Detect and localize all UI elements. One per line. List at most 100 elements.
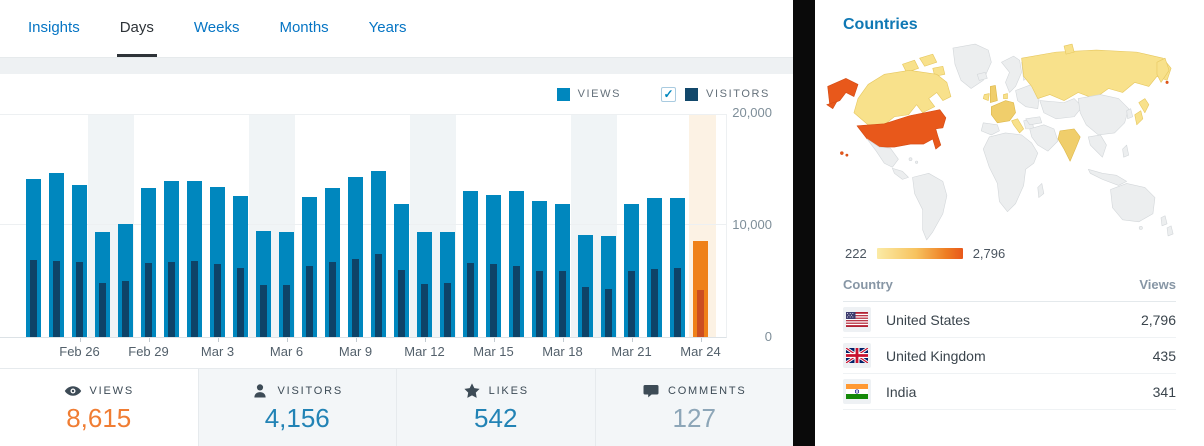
chart-plot: 0 10,000 20,000: [0, 105, 772, 344]
views-bar-mar-7[interactable]: [302, 197, 317, 337]
visitors-bar: [53, 261, 60, 337]
visitors-bar: [444, 283, 451, 337]
views-bar-mar-1[interactable]: [164, 181, 179, 337]
legend-views: VIEWS: [556, 87, 622, 101]
views-bar-feb-27[interactable]: [95, 232, 110, 337]
visitors-bar: [191, 261, 198, 337]
visitors-bar: [605, 289, 612, 337]
tab-days[interactable]: Days: [116, 0, 157, 57]
views-bar-mar-10[interactable]: [371, 171, 386, 337]
world-map[interactable]: [815, 36, 1204, 242]
visitors-swatch: [685, 87, 699, 101]
views-bar-mar-22[interactable]: [647, 198, 662, 337]
stats-panel: Insights Days Weeks Months Years VIEWS ✓…: [0, 0, 793, 446]
views-bar-feb-25[interactable]: [49, 173, 64, 337]
views-bar-mar-6[interactable]: [279, 232, 294, 337]
x-axis-label: Mar 3: [200, 344, 235, 359]
views-bar-mar-12[interactable]: [417, 232, 432, 337]
tab-weeks[interactable]: Weeks: [193, 18, 240, 36]
views-bar-mar-8[interactable]: [325, 188, 340, 337]
comments-value: 127: [672, 402, 716, 433]
visitors-bar: [490, 264, 497, 337]
y-axis-label: 20,000: [732, 105, 772, 120]
views-bar-feb-26[interactable]: [72, 185, 87, 337]
x-axis-label: Mar 6: [269, 344, 304, 359]
country-name: India: [886, 383, 917, 400]
chart-card: VIEWS ✓ VISITORS 0 10,000 20,000 Feb 26 Feb…: [0, 74, 793, 368]
views-bar-mar-18[interactable]: [555, 204, 570, 337]
views-bar-mar-3[interactable]: [210, 187, 225, 337]
map-legend-max: 2,796: [972, 246, 1006, 261]
summary-card-views[interactable]: VIEWS 8,615: [0, 369, 198, 446]
summary-card-visitors[interactable]: VISITORS 4,156: [197, 369, 396, 446]
chart-xlabels: Feb 26 Feb 29 Mar 3 Mar 6 Mar 9 Mar 12 Mar 15 M…: [0, 338, 793, 368]
map-legend: 222 2,796: [815, 242, 1204, 261]
y-axis-label: 10,000: [732, 217, 772, 232]
table-header: Country Views: [843, 271, 1176, 302]
views-bar-mar-19[interactable]: [578, 235, 593, 337]
eye-icon: [64, 385, 81, 396]
country-row-india[interactable]: India 341: [843, 374, 1176, 410]
visitors-bar: [30, 260, 37, 337]
person-icon: [254, 383, 267, 397]
country-views: 341: [1152, 383, 1176, 400]
visitors-bar: [214, 264, 221, 337]
views-bar-mar-5[interactable]: [256, 231, 271, 337]
views-bar-mar-4[interactable]: [233, 196, 248, 337]
summary-card-comments[interactable]: COMMENTS 127: [594, 369, 793, 446]
x-axis-label: Mar 24: [680, 344, 721, 359]
views-bar-mar-15[interactable]: [486, 195, 501, 337]
x-axis-tick: [631, 338, 633, 342]
x-axis-label: Feb 26: [59, 344, 100, 359]
summary-card-likes[interactable]: LIKES 542: [396, 369, 595, 446]
views-bar-mar-14[interactable]: [463, 191, 478, 337]
header-views: Views: [1139, 277, 1176, 292]
visitors-bar: [398, 270, 405, 337]
comment-icon: [643, 384, 659, 397]
legend-views-label: VIEWS: [577, 88, 622, 100]
x-axis-tick: [148, 338, 150, 342]
visitors-bar: [582, 287, 589, 337]
tab-years[interactable]: Years: [368, 18, 407, 36]
x-axis-tick: [424, 338, 426, 342]
views-bar-mar-20[interactable]: [601, 236, 616, 337]
visitors-bar: [76, 262, 83, 337]
legend-visitors-toggle[interactable]: ✓ VISITORS: [661, 86, 770, 102]
x-axis-tick: [562, 338, 564, 342]
visitors-bar: [375, 254, 382, 337]
summary-cards: VIEWS 8,615 VISITORS 4,156 LIKES 542 COM…: [0, 368, 793, 446]
y-axis-label: 0: [764, 329, 772, 344]
visitors-bar: [674, 268, 681, 337]
star-icon: [464, 382, 480, 398]
x-axis-tick: [355, 338, 357, 342]
views-bar-mar-13[interactable]: [440, 232, 455, 337]
country-row-uk[interactable]: United Kingdom 435: [843, 338, 1176, 374]
visitors-bar: [329, 262, 336, 337]
views-bar-feb-24[interactable]: [26, 179, 41, 337]
views-bar-mar-9[interactable]: [348, 177, 363, 337]
country-name: United Kingdom: [886, 347, 986, 364]
x-axis-tick: [217, 338, 219, 342]
visitors-bar: [651, 269, 658, 337]
country-row-us[interactable]: United States 2,796: [843, 302, 1176, 338]
views-bar-feb-28[interactable]: [118, 224, 133, 337]
visitors-bar: [145, 263, 152, 337]
views-bar-mar-23[interactable]: [670, 198, 685, 337]
x-axis-label: Mar 12: [404, 344, 445, 359]
views-bar-mar-11[interactable]: [394, 204, 409, 337]
visitors-label: VISITORS: [277, 384, 344, 397]
views-bar-feb-29[interactable]: [141, 188, 156, 337]
views-bar-mar-2[interactable]: [187, 181, 202, 337]
views-bar-mar-16[interactable]: [509, 191, 524, 337]
views-bar-mar-17[interactable]: [532, 201, 547, 337]
gridline-10000: [0, 224, 726, 225]
visitors-bar: [536, 271, 543, 337]
world-map-svg: [826, 43, 1174, 241]
map-legend-min: 222: [845, 246, 867, 261]
tab-months[interactable]: Months: [279, 18, 329, 36]
views-bar-mar-24[interactable]: [693, 241, 708, 337]
visitors-checkbox[interactable]: ✓: [661, 86, 677, 102]
tab-insights[interactable]: Insights: [28, 18, 80, 36]
views-bar-mar-21[interactable]: [624, 204, 639, 337]
visitors-bar: [99, 283, 106, 337]
